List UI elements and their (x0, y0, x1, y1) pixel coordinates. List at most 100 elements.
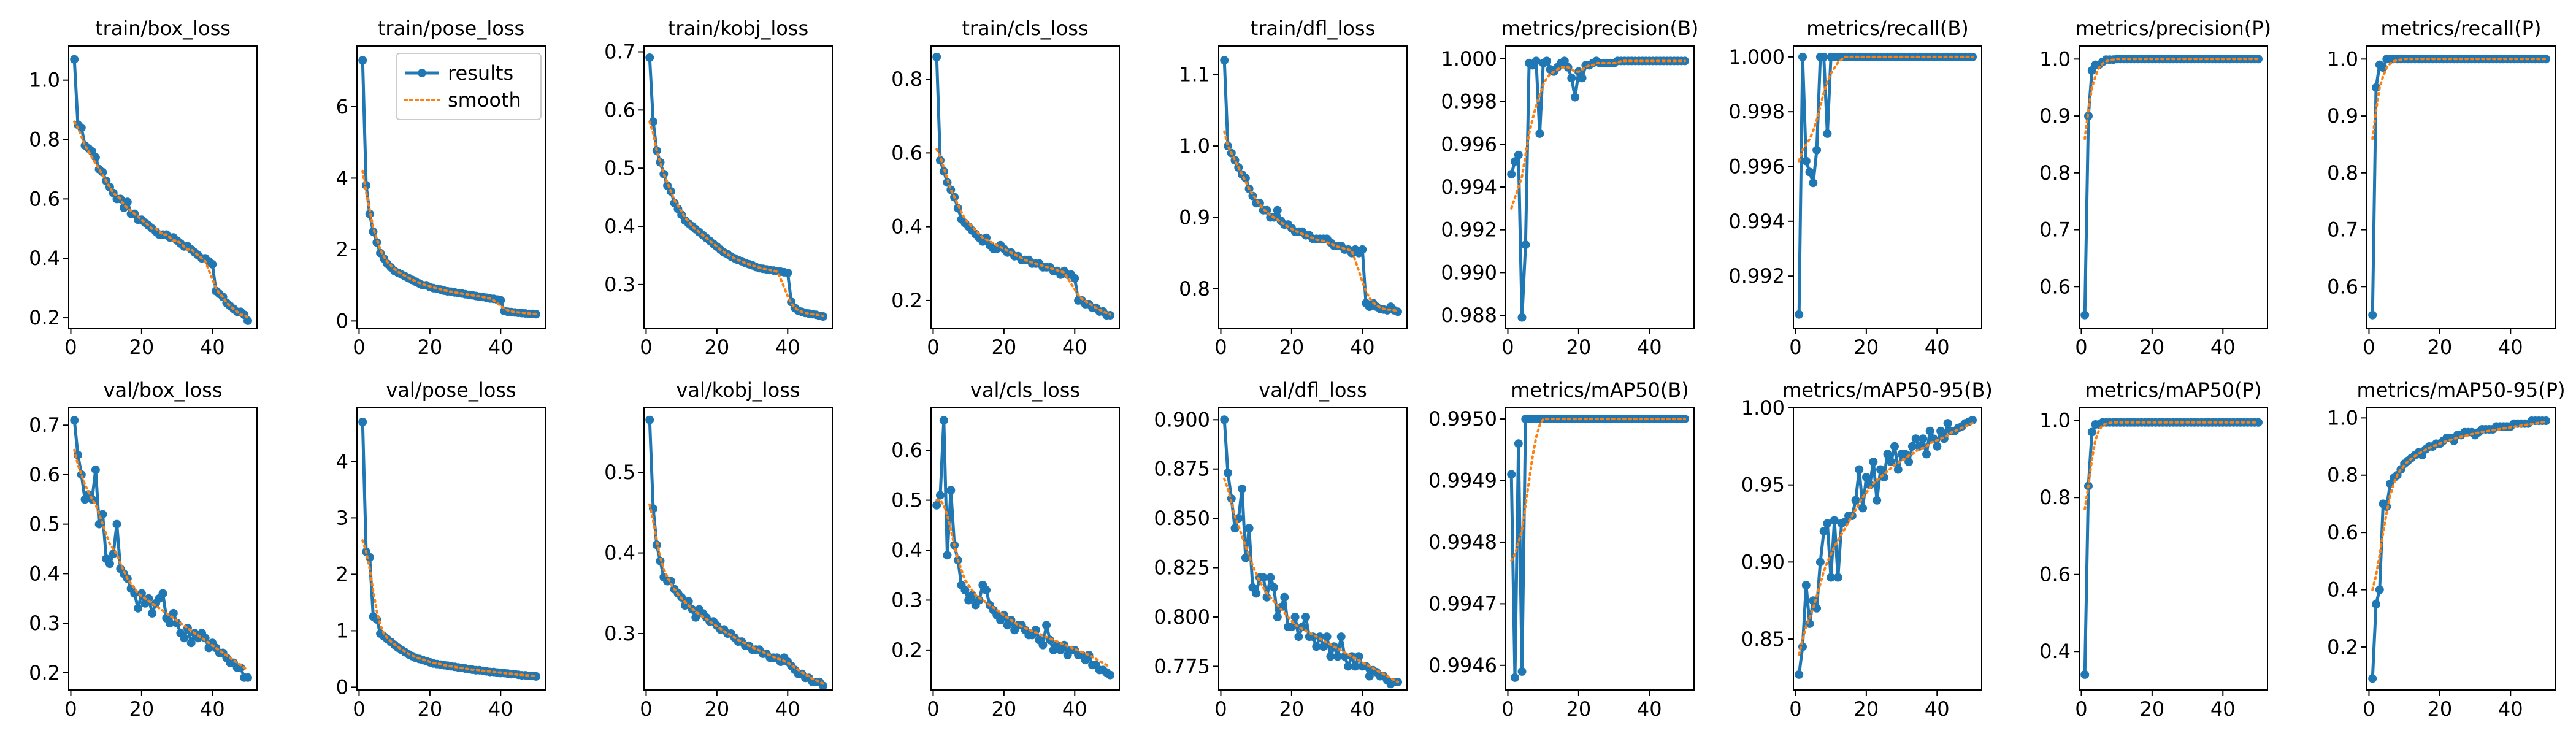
y-tick-label: 0.9 (2327, 104, 2358, 128)
results-series-line (1222, 420, 1398, 686)
y-tick-label: 0.9947 (1428, 592, 1497, 615)
x-tick-label: 0 (64, 335, 77, 359)
results-data-point (1833, 573, 1842, 582)
y-tick-label: 1.0 (2039, 47, 2071, 71)
x-tick-label: 20 (1279, 697, 1305, 721)
results-data-point (932, 53, 941, 61)
results-data-point (1560, 56, 1569, 66)
results-data-point (1301, 613, 1310, 621)
axes-frame (1505, 407, 1695, 691)
results-data-point (2375, 585, 2384, 594)
axes-frame (643, 45, 833, 329)
y-tick-label: 1.1 (1179, 63, 1210, 86)
results-data-point (1230, 524, 1240, 533)
results-series-line (2371, 419, 2546, 679)
results-data-point (943, 551, 952, 560)
results-data-point (2372, 599, 2380, 608)
results-data-point (1344, 662, 1353, 671)
chart-title: metrics/precision(P) (2076, 17, 2271, 40)
y-tick-label: 0.825 (1154, 556, 1210, 580)
results-data-point (2368, 310, 2377, 320)
chart-panel: val/kobj_loss 0 20 40 0.3 0.4 0.5 (604, 378, 833, 721)
smooth-series-line (1798, 422, 1974, 656)
chart-panel: val/dfl_loss 0 20 40 0.775 0.800 0.825 0.850 0.8… (1154, 378, 1408, 721)
results-data-point (70, 416, 79, 425)
x-tick-label: 0 (64, 697, 77, 721)
results-data-point (123, 197, 132, 207)
y-tick-label: 0.2 (2327, 635, 2358, 659)
y-tick-label: 4 (336, 166, 348, 190)
results-data-point (1333, 652, 1342, 661)
axes-frame (1793, 407, 1982, 691)
smooth-series-line (73, 448, 249, 672)
results-data-point (939, 416, 948, 425)
results-data-point (1266, 573, 1275, 582)
results-data-point (70, 55, 79, 64)
y-tick-label: 0.998 (1441, 90, 1497, 113)
x-tick-label: 40 (775, 335, 800, 359)
results-data-point (1517, 313, 1527, 322)
results-series-line (1797, 418, 1973, 675)
x-tick-label: 40 (488, 335, 513, 359)
results-data-point (1830, 516, 1839, 525)
y-tick-label: 0.4 (29, 562, 60, 585)
results-data-point (208, 259, 217, 269)
y-tick-label: 0.9949 (1428, 469, 1497, 493)
axes-frame (1218, 45, 1408, 329)
legend-entry-label: results (448, 61, 513, 85)
results-data-point (2542, 416, 2550, 425)
results-data-point (1340, 652, 1349, 661)
y-tick-label: 0.996 (1441, 132, 1497, 156)
x-tick-label: 20 (2428, 697, 2453, 721)
results-data-point (91, 465, 100, 474)
results-data-point (1943, 419, 1952, 428)
x-tick-label: 20 (1566, 335, 1592, 359)
results-data-point (186, 638, 196, 648)
chart-title: train/dfl_loss (1251, 17, 1376, 40)
y-tick-label: 0.900 (1154, 408, 1210, 431)
smooth-series-line (1510, 59, 1686, 210)
chart-panel: metrics/recall(P) 0 20 40 0.6 0.7 0.8 0.9 1.0 (2327, 17, 2556, 359)
results-series-line (935, 56, 1110, 317)
y-tick-label: 0.9 (1179, 205, 1210, 229)
results-data-point (1812, 145, 1822, 155)
x-tick-label: 20 (2140, 697, 2165, 721)
results-data-point (91, 153, 100, 162)
legend: results smooth (396, 53, 542, 120)
y-tick-label: 0.990 (1441, 261, 1497, 284)
results-data-point (1511, 157, 1519, 166)
results-data-point (243, 673, 252, 682)
x-tick-label: 0 (1789, 335, 1801, 359)
axes-frame (930, 45, 1120, 329)
chart-title: val/kobj_loss (676, 378, 800, 402)
x-tick-label: 40 (1925, 697, 1950, 721)
smooth-series-line (2371, 58, 2547, 140)
results-data-point (77, 470, 86, 479)
results-data-point (936, 491, 945, 500)
y-tick-label: 0.5 (604, 156, 635, 180)
y-tick-label: 0.7 (604, 40, 635, 63)
x-tick-label: 40 (1062, 697, 1087, 721)
legend-box (396, 53, 542, 120)
axes-frame (356, 407, 546, 691)
results-series-line (935, 418, 1111, 677)
smooth-series-line (2371, 420, 2547, 591)
y-tick-label: 0.4 (29, 247, 60, 270)
results-data-point (1922, 450, 1931, 459)
results-data-point (1351, 662, 1360, 671)
x-tick-label: 0 (2075, 335, 2087, 359)
results-data-point (946, 486, 956, 495)
chart-panel: val/box_loss 0 20 40 0.2 0.3 0.4 0.5 0.6 0.7 (29, 378, 258, 721)
smooth-series-line (2083, 58, 2260, 140)
x-tick-label: 0 (927, 335, 939, 359)
results-data-point (532, 672, 540, 681)
chart-panel: metrics/mAP50(P) 0 20 40 0.4 0.6 0.8 1.0 (2039, 378, 2268, 721)
results-data-point (1542, 56, 1551, 66)
x-tick-label: 20 (418, 697, 443, 721)
chart-title: metrics/mAP50(P) (2085, 378, 2262, 402)
y-tick-label: 0.7 (29, 413, 60, 437)
x-tick-label: 0 (1214, 335, 1227, 359)
results-data-point (1887, 458, 1896, 466)
y-tick-label: 0.4 (2327, 578, 2358, 602)
y-tick-label: 0.7 (2039, 218, 2071, 242)
